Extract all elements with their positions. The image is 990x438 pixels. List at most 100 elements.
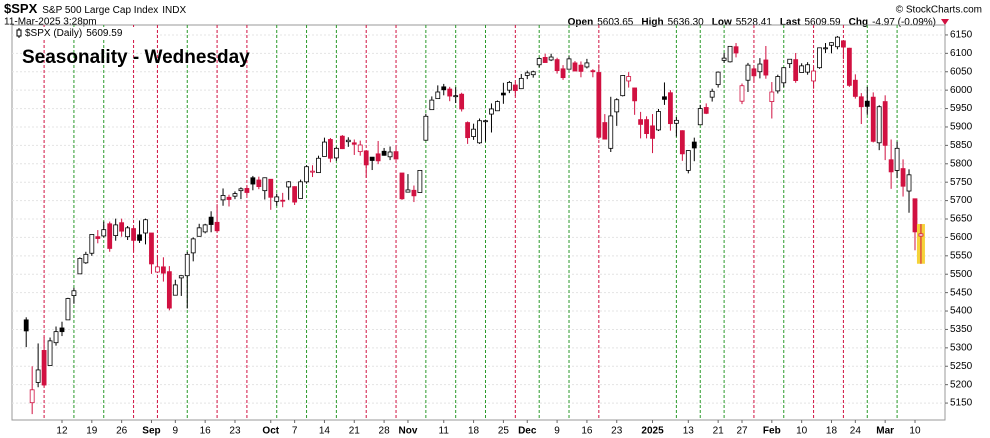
candle-body	[363, 150, 369, 166]
candle-body	[858, 96, 864, 108]
candle-body	[89, 234, 95, 254]
candle-body	[697, 108, 703, 126]
candle-body	[160, 266, 166, 274]
candle-body	[894, 147, 900, 171]
candle-body	[41, 350, 47, 386]
x-tick-label: Dec	[518, 426, 537, 437]
candle-body	[495, 101, 500, 112]
candle-body	[650, 125, 655, 139]
candle-body	[835, 36, 840, 48]
candle-body	[626, 76, 632, 82]
candle-body	[817, 47, 822, 69]
x-tick-label: 19	[86, 426, 98, 437]
candle-body	[829, 42, 834, 46]
candle-body	[178, 275, 184, 279]
candle-body	[429, 99, 435, 111]
candle-body	[113, 224, 119, 236]
x-tick-label: Mar	[876, 426, 894, 437]
y-tick-label: 5500	[950, 269, 973, 280]
candle-body	[870, 96, 876, 142]
candle-body	[226, 196, 232, 200]
y-tick-label: 5400	[950, 306, 973, 317]
quote-value: 5636.30	[668, 17, 705, 28]
candle-body	[614, 99, 620, 113]
candle-body	[35, 369, 41, 383]
x-tick-label: 25	[498, 426, 510, 437]
candle-body	[453, 95, 459, 98]
y-tick-label: 5250	[950, 361, 973, 372]
y-tick-label: 5650	[950, 214, 973, 225]
candle-body	[506, 82, 512, 91]
candle-body	[805, 64, 811, 73]
candle-body	[679, 130, 685, 155]
candle-body	[596, 72, 602, 138]
x-tick-label: Oct	[262, 426, 279, 437]
candle-body	[530, 71, 536, 76]
candle-body	[292, 186, 298, 203]
candle-body	[166, 271, 172, 309]
candle-body	[119, 222, 125, 232]
candle-body	[512, 84, 518, 91]
plot-frame	[11, 24, 946, 421]
x-tick-label: 26	[116, 426, 128, 437]
candle-body	[238, 188, 244, 192]
candle-body	[286, 181, 292, 188]
candle-body	[584, 62, 590, 68]
candle-body	[202, 224, 208, 233]
x-tick-label: 14	[319, 426, 331, 437]
x-tick-label: 2025	[641, 426, 664, 437]
x-tick-label: 12	[56, 426, 68, 437]
candle-body	[304, 166, 309, 183]
security-name: S&P 500 Large Cap Index	[42, 5, 158, 16]
candle-body	[715, 71, 721, 86]
candle-body	[811, 70, 816, 82]
candle-body	[411, 189, 417, 197]
candle-body	[59, 327, 65, 333]
candle-body	[107, 223, 113, 249]
candle-body	[685, 150, 691, 171]
candle-body	[918, 233, 924, 237]
quote-label: High	[641, 17, 663, 28]
candle-body	[316, 157, 321, 174]
copyright: © StockCharts.com	[896, 5, 982, 16]
candle-body	[95, 236, 101, 239]
candle-body	[483, 120, 488, 123]
x-tick-label: 27	[736, 426, 748, 437]
candle-body	[489, 108, 494, 115]
candle-body	[310, 170, 315, 173]
candle-body	[53, 331, 59, 344]
quote-value: 5603.65	[597, 17, 634, 28]
x-tick-label: 16	[581, 426, 593, 437]
header-line: $SPX S&P 500 Large Cap Index INDX	[4, 1, 186, 16]
candle-body	[423, 115, 429, 141]
y-tick-label: 5950	[950, 103, 973, 114]
y-tick-label: 5700	[950, 195, 973, 206]
y-tick-label: 5800	[950, 158, 973, 169]
candle-body	[149, 232, 154, 265]
x-tick-label: 7	[292, 426, 298, 437]
candle-body	[351, 142, 357, 145]
x-tick-label: 11	[439, 426, 450, 437]
candle-body	[745, 64, 751, 81]
y-tick-label: 5550	[950, 250, 973, 261]
candle-body	[823, 47, 828, 50]
candle-body	[441, 86, 447, 91]
candle-body	[298, 181, 303, 199]
candle-body	[393, 151, 399, 160]
candle-body	[841, 40, 846, 48]
candle-body	[882, 101, 888, 146]
candle-body	[477, 120, 482, 144]
candle-body	[155, 266, 160, 273]
y-tick-label: 5200	[950, 379, 973, 390]
candle-body	[232, 193, 238, 197]
candle-body	[417, 170, 423, 193]
x-tick-label: 21	[349, 426, 361, 437]
y-tick-label: 5600	[950, 232, 973, 243]
candle-body	[214, 221, 220, 232]
exchange: INDX	[162, 5, 186, 16]
candle-body	[83, 253, 89, 264]
candle-body	[578, 64, 584, 72]
candle-body	[727, 45, 733, 63]
x-tick-label: 9	[554, 426, 560, 437]
candle-body	[250, 177, 256, 185]
